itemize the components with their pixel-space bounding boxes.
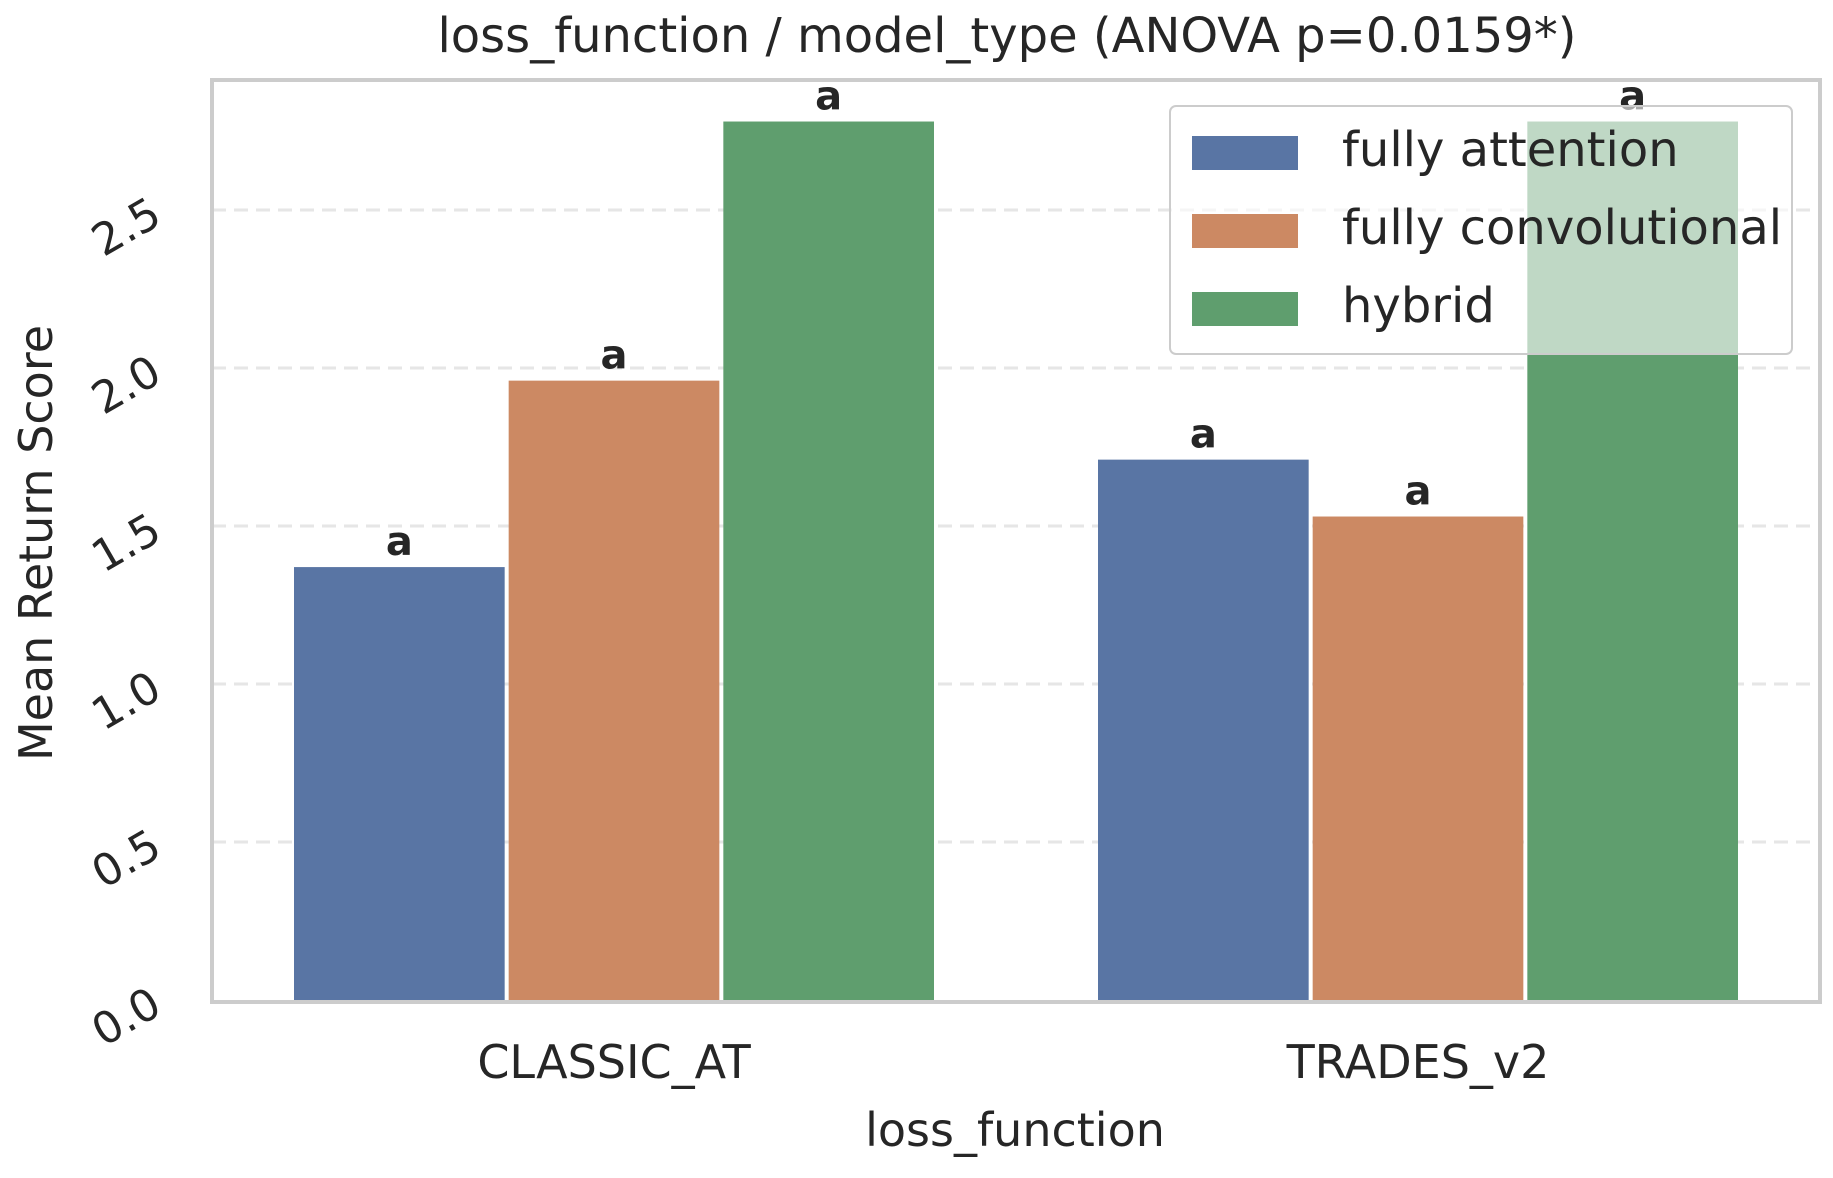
legend-label: hybrid [1342,278,1495,334]
x-tick-label: TRADES_v2 [1286,1035,1550,1089]
y-axis-label: Mean Return Score [9,325,63,761]
y-tick-label: 1.5 [83,504,169,583]
x-tick-labels: CLASSIC_AT TRADES_v2 [477,1035,1549,1089]
bar [294,567,505,1000]
bar-label: a [386,519,413,565]
legend-label: fully convolutional [1342,200,1782,256]
legend: fully attention fully convolutional hybrid [1169,105,1793,355]
y-tick-labels: 0.0 0.5 1.0 1.5 2.0 2.5 [83,188,169,1057]
bars [294,121,1738,1000]
chart-title: loss_function / model_type (ANOVA p=0.01… [437,8,1576,64]
bar-label: a [601,333,628,379]
bar-label: a [1190,412,1217,458]
bar [1312,516,1524,1000]
y-tick-label: 0.5 [83,820,169,899]
plot-frame [210,78,1822,1004]
bar [1098,459,1309,1000]
legend-frame [1169,105,1793,355]
bar [508,380,720,1000]
bar [723,121,934,1000]
y-tick-label: 2.5 [83,188,169,267]
y-tick-label: 1.0 [83,662,169,741]
x-tick-label: CLASSIC_AT [477,1035,751,1089]
bar-label: a [1405,469,1432,515]
legend-swatch [1192,136,1298,170]
y-tick-label: 0.0 [83,978,169,1057]
legend-label: fully attention [1342,122,1679,178]
x-axis-label: loss_function [865,1103,1165,1157]
legend-swatch [1192,292,1298,326]
y-tick-label: 2.0 [83,346,169,425]
legend-swatch [1192,214,1298,248]
